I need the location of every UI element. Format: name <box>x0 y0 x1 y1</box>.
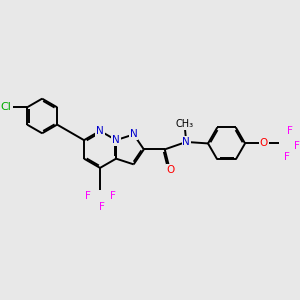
Text: N: N <box>112 135 120 145</box>
Text: Cl: Cl <box>0 102 11 112</box>
Text: CH₃: CH₃ <box>176 119 194 129</box>
Text: N: N <box>182 137 190 147</box>
Text: O: O <box>167 165 175 175</box>
Text: F: F <box>287 126 293 136</box>
Text: N: N <box>96 126 104 136</box>
Text: F: F <box>294 141 300 152</box>
Text: F: F <box>85 191 90 201</box>
Text: F: F <box>284 152 290 163</box>
Text: O: O <box>260 138 268 148</box>
Text: F: F <box>99 202 104 212</box>
Text: F: F <box>110 191 116 201</box>
Text: N: N <box>130 129 137 140</box>
